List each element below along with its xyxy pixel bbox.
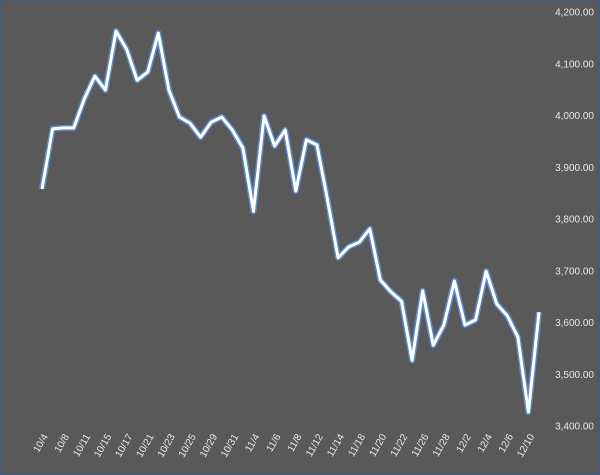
- y-tick-label: 3,400.00: [555, 422, 594, 433]
- y-tick-label: 3,800.00: [555, 215, 594, 226]
- line: [40, 29, 541, 414]
- y-tick-label: 3,900.00: [555, 163, 594, 174]
- y-tick-label: 3,700.00: [555, 266, 594, 277]
- y-tick-label: 4,100.00: [555, 59, 594, 70]
- y-tick-label: 4,200.00: [555, 8, 594, 19]
- y-tick-label: 3,600.00: [555, 318, 594, 329]
- y-tick-label: 4,000.00: [555, 111, 594, 122]
- y-tick-label: 3,500.00: [555, 370, 594, 381]
